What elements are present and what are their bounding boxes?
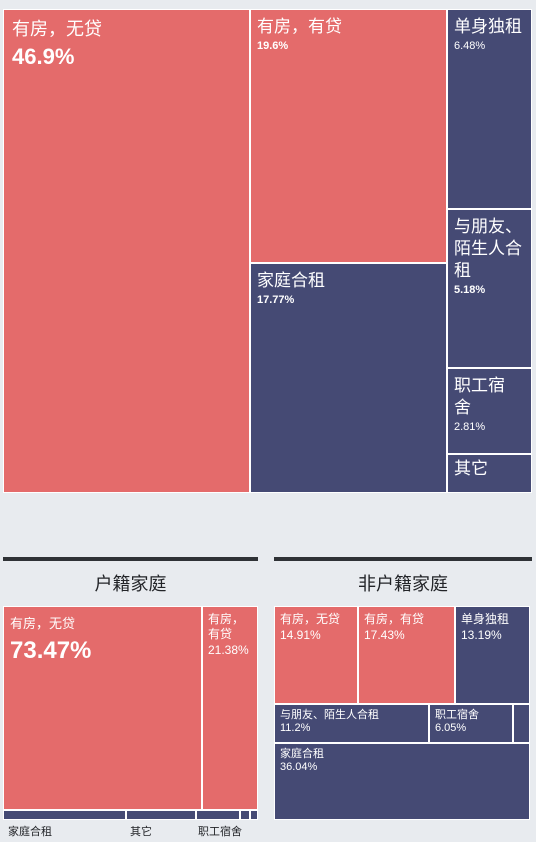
cell-own-no-loan[interactable]: 有房，无贷 73.47% [3,606,202,810]
cell-value: 36.04% [280,761,318,773]
cell-single-rent[interactable]: 单身独租 13.19% [455,606,530,704]
cell-value: 2.81% [454,421,486,433]
cell-label: 有房，无贷 [280,612,341,626]
cell-friends-share[interactable]: 与朋友、陌生人合租 11.2% [274,704,429,743]
cell-family-share[interactable]: 家庭合租 17.77% [250,263,447,493]
cell-value: 14.91% [280,628,321,642]
cell-label: 家庭合租 [257,271,325,290]
cell-label: 有房，无贷 [10,616,76,631]
cell-label: 职工宿舍 [435,709,479,721]
cell-label: 单身独租 [461,612,510,626]
cell-label: 与朋友、陌生人合租 [280,709,379,721]
cell-value: 11.2% [280,722,311,734]
cell-value: 5.18% [454,284,486,296]
cell-other-small[interactable] [513,704,530,743]
cell-own-with-loan[interactable]: 有房，有贷 21.38% [202,606,258,810]
strip-label-dorm: 职工宿舍 [198,826,242,838]
cell-label: 有房，有贷 [208,612,245,641]
cell-value: 21.38% [208,643,249,657]
cell-value: 17.43% [364,628,405,642]
cell-value: 13.19% [461,628,502,642]
cell-own-no-loan[interactable]: 有房，无贷 14.91% [274,606,358,704]
cell-other[interactable]: 其它 [447,454,532,493]
strip-label-other: 其它 [130,826,152,838]
cell-label: 有房，有贷 [257,17,342,36]
cell-value: 17.77% [257,294,295,306]
strip-dorm[interactable] [196,810,240,820]
panel-divider-right [274,557,532,561]
panel-title-hukou: 户籍家庭 [94,574,167,594]
cell-label: 其它 [454,459,488,478]
cell-label: 有房，无贷 [12,19,102,39]
panel-title-non-hukou: 非户籍家庭 [358,574,448,594]
cell-label: 职工宿舍 [454,376,505,417]
strip-small-a[interactable] [240,810,250,820]
panel-divider-left [3,557,258,561]
cell-label: 家庭合租 [280,748,324,760]
strip-family-share[interactable] [3,810,126,820]
cell-label: 与朋友、陌生人合租 [454,217,522,280]
cell-value: 19.6% [257,40,289,52]
cell-own-no-loan[interactable]: 有房，无贷 46.9% [3,9,250,493]
cell-dorm[interactable]: 职工宿舍 2.81% [447,368,532,454]
cell-dorm[interactable]: 职工宿舍 6.05% [429,704,513,743]
cell-friends-share[interactable]: 与朋友、陌生人合租 5.18% [447,209,532,368]
cell-single-rent[interactable]: 单身独租 6.48% [447,9,532,209]
cell-value: 46.9% [12,44,75,69]
cell-value: 6.05% [435,722,467,734]
strip-small-b[interactable] [250,810,258,820]
cell-label: 有房，有贷 [364,612,425,626]
cell-own-with-loan[interactable]: 有房，有贷 17.43% [358,606,455,704]
cell-label: 单身独租 [454,17,522,36]
cell-family-share[interactable]: 家庭合租 36.04% [274,743,530,820]
cell-own-with-loan[interactable]: 有房，有贷 19.6% [250,9,447,263]
strip-other[interactable] [126,810,196,820]
strip-label-family-share: 家庭合租 [8,826,52,838]
cell-value: 73.47% [10,637,92,664]
cell-value: 6.48% [454,40,486,52]
